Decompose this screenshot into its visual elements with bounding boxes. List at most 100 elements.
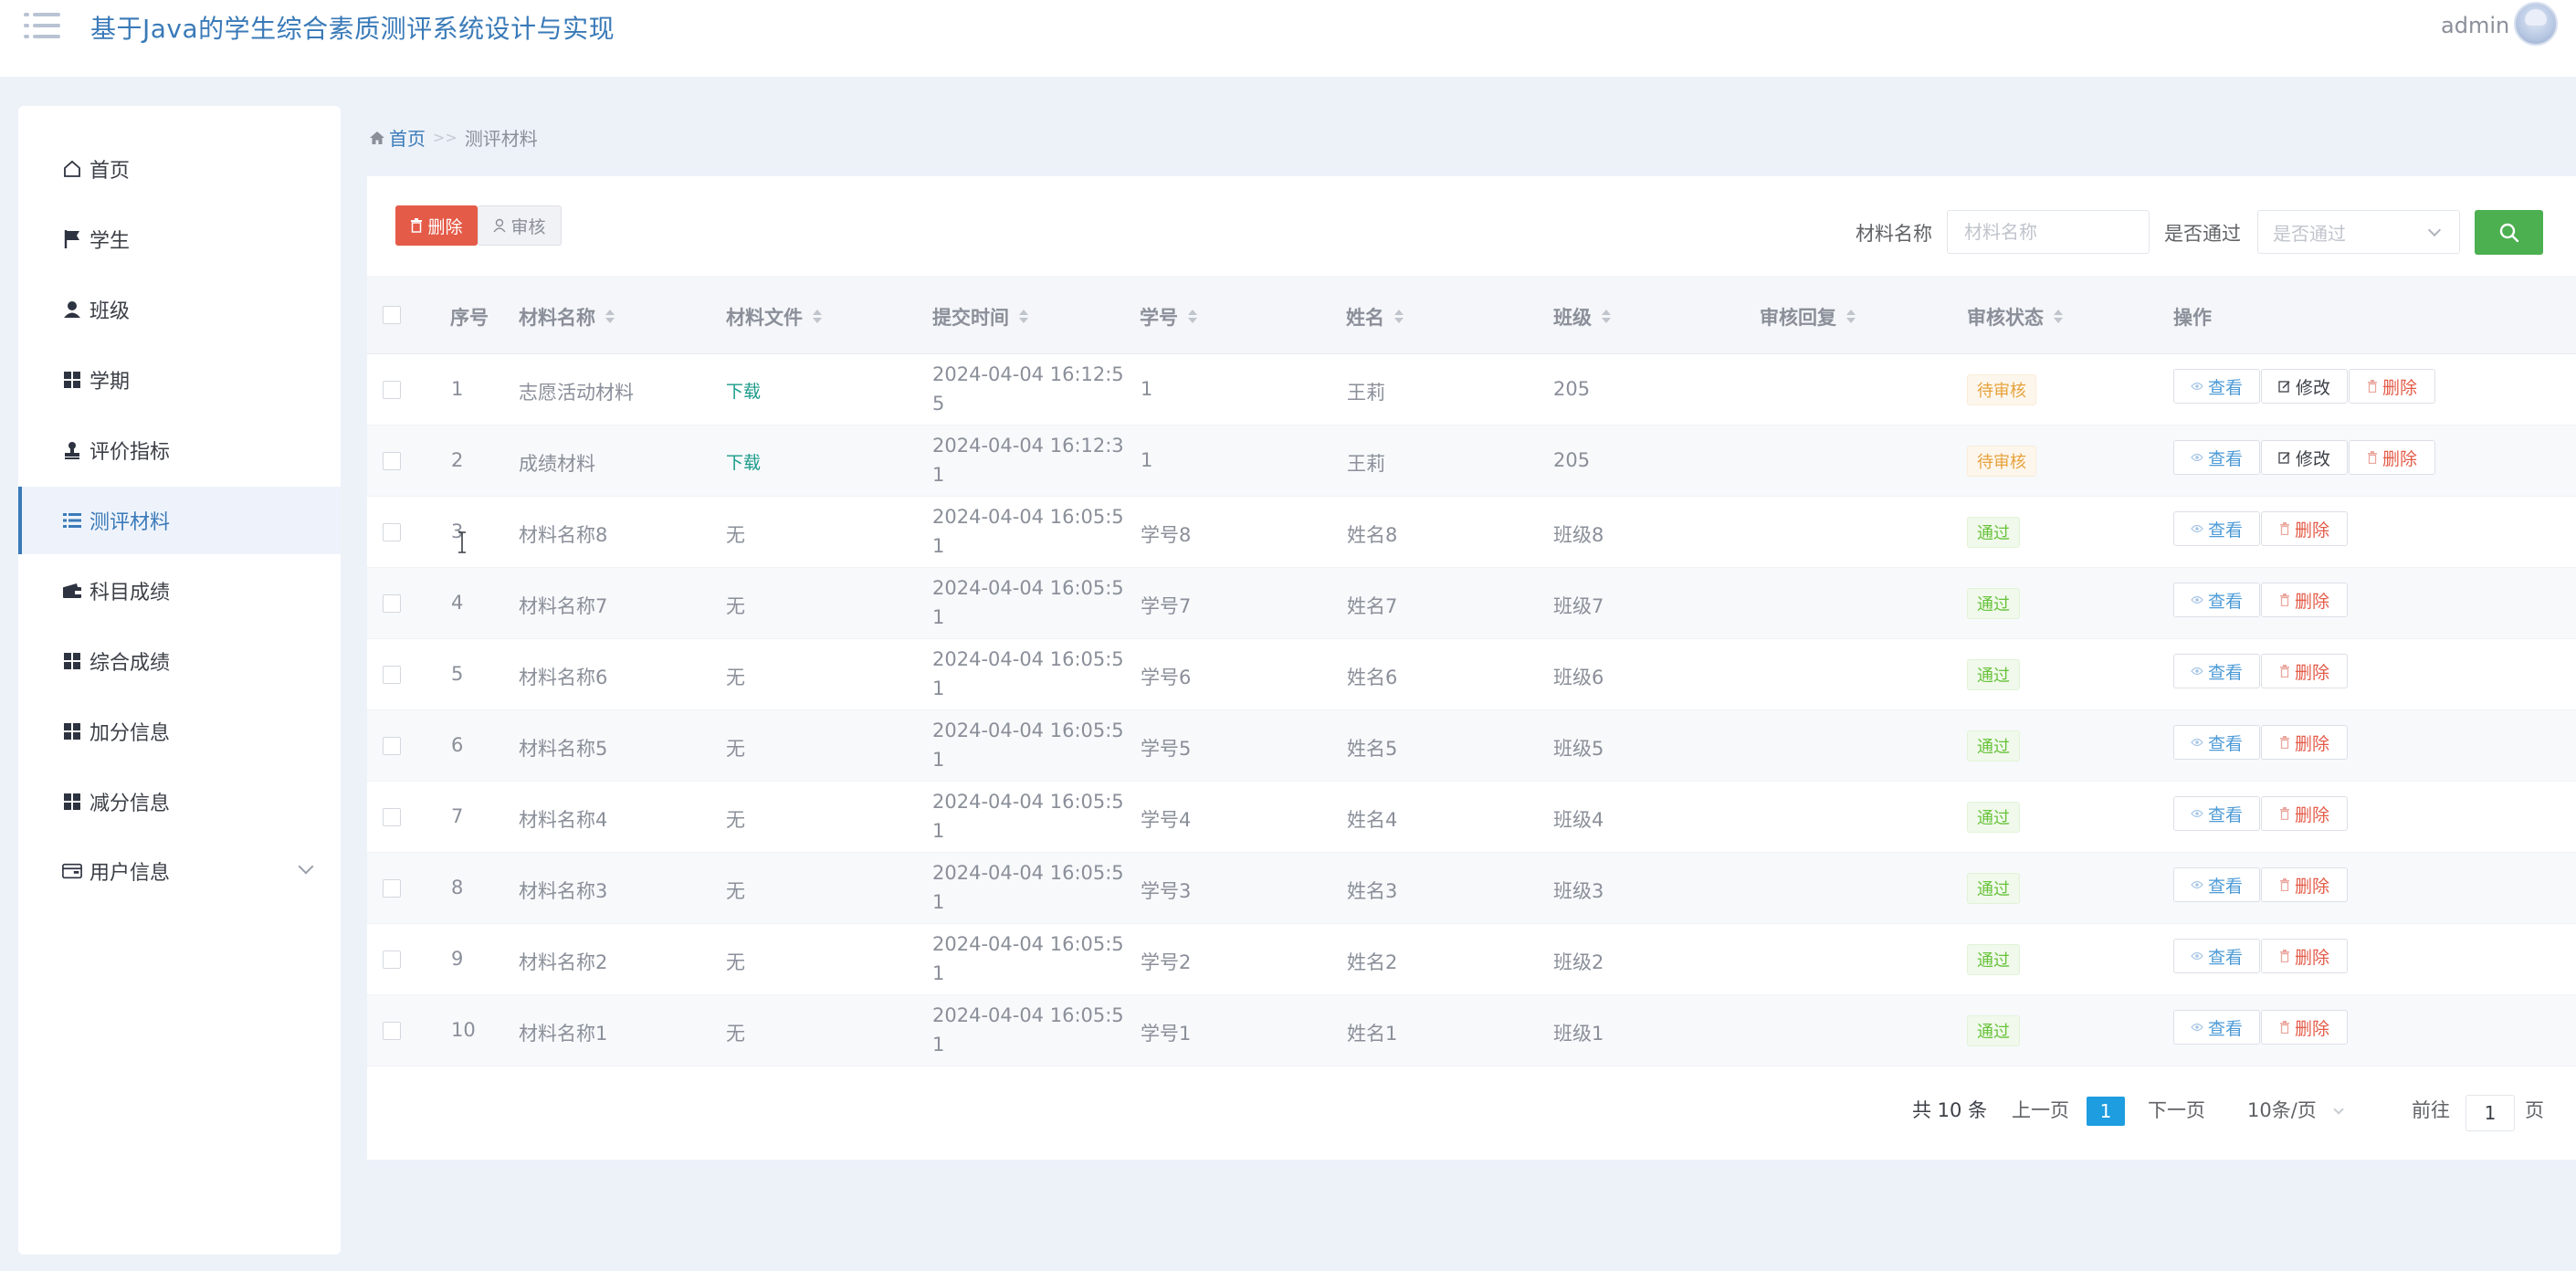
menu-toggle-icon[interactable] (24, 11, 62, 42)
user-icon (62, 299, 82, 320)
sidebar-item-indicators[interactable]: 评价指标 (18, 416, 341, 484)
sort-icon[interactable] (1845, 309, 1856, 325)
chevron-down-icon[interactable] (298, 858, 314, 875)
sidebar-item-materials[interactable]: 测评材料 (18, 487, 341, 554)
sort-icon[interactable] (2053, 309, 2064, 325)
row-checkbox[interactable] (383, 666, 401, 684)
cell-file-download-link[interactable]: 下载 (726, 382, 762, 402)
row-checkbox[interactable] (383, 381, 401, 399)
cell-time: 2024-04-04 16:12:55 (932, 363, 1124, 415)
delete-button[interactable]: 删除 (2261, 583, 2348, 617)
row-checkbox[interactable] (383, 879, 401, 898)
goto-page-input[interactable] (2466, 1095, 2515, 1131)
sidebar-item-classes[interactable]: 班级 (18, 276, 341, 343)
delete-button[interactable]: 删除 (2349, 369, 2435, 404)
sidebar-item-label: 学期 (89, 371, 131, 394)
sort-icon[interactable] (1187, 309, 1198, 325)
edit-button[interactable]: 修改 (2261, 369, 2348, 404)
cell-file: 无 (726, 595, 745, 617)
table-row: 2 成绩材料 下载 2024-04-04 16:12:31 1 王莉 205 待审核 查看 修改删… (367, 425, 2576, 497)
audit-button[interactable]: 审核 (478, 205, 562, 246)
col-student-name[interactable]: 姓名 (1346, 303, 1404, 331)
view-button[interactable]: 查看 (2173, 796, 2260, 831)
view-button[interactable]: 查看 (2173, 583, 2260, 617)
view-button[interactable]: 查看 (2173, 867, 2260, 902)
sidebar-item-bonus[interactable]: 加分信息 (18, 698, 341, 765)
avatar[interactable] (2514, 2, 2558, 46)
col-class[interactable]: 班级 (1553, 303, 1612, 331)
pagination-page-current[interactable]: 1 (2087, 1097, 2125, 1126)
select-all-checkbox[interactable] (383, 306, 401, 324)
view-button[interactable]: 查看 (2173, 725, 2260, 760)
delete-button[interactable]: 删除 (2261, 511, 2348, 546)
sort-icon[interactable] (605, 309, 615, 325)
cell-student-no: 学号2 (1141, 951, 1192, 973)
col-file[interactable]: 材料文件 (726, 303, 823, 331)
pagination-next[interactable]: 下一页 (2148, 1099, 2205, 1121)
delete-button[interactable]: 删除 (2349, 440, 2435, 475)
view-button[interactable]: 查看 (2173, 369, 2260, 404)
status-badge: 待审核 (1967, 446, 2036, 477)
edit-button[interactable]: 修改 (2261, 440, 2348, 475)
col-reply[interactable]: 审核回复 (1760, 303, 1856, 331)
sort-icon[interactable] (1601, 309, 1612, 325)
cell-file: 无 (726, 1023, 745, 1045)
cell-file-download-link[interactable]: 下载 (726, 453, 762, 473)
pass-filter-select[interactable]: 是否通过 (2257, 210, 2460, 254)
sort-icon[interactable] (812, 309, 823, 325)
sidebar-item-semesters[interactable]: 学期 (18, 346, 341, 414)
bulk-delete-button[interactable]: 删除 (395, 205, 478, 246)
delete-button[interactable]: 删除 (2261, 867, 2348, 902)
eye-icon (2191, 809, 2203, 818)
user-name[interactable]: admin (2441, 13, 2510, 38)
cell-class: 205 (1553, 449, 1591, 471)
cell-name: 材料名称8 (519, 524, 608, 546)
row-checkbox[interactable] (383, 523, 401, 541)
pagination-prev[interactable]: 上一页 (2012, 1099, 2069, 1121)
sidebar-item-overall-scores[interactable]: 综合成绩 (18, 627, 341, 695)
view-button[interactable]: 查看 (2173, 440, 2260, 475)
sidebar-item-label: 测评材料 (89, 511, 171, 534)
view-button[interactable]: 查看 (2173, 654, 2260, 688)
cell-time: 2024-04-04 16:05:51 (932, 506, 1124, 557)
col-time[interactable]: 提交时间 (932, 303, 1029, 331)
row-checkbox[interactable] (383, 737, 401, 755)
row-checkbox[interactable] (383, 452, 401, 470)
row-checkbox[interactable] (383, 951, 401, 969)
sort-icon[interactable] (1393, 309, 1404, 325)
view-button[interactable]: 查看 (2173, 939, 2260, 973)
delete-button[interactable]: 删除 (2261, 939, 2348, 973)
view-button[interactable]: 查看 (2173, 511, 2260, 546)
cell-name: 材料名称6 (519, 667, 608, 688)
material-name-input[interactable] (1947, 210, 2150, 254)
grid-icon (62, 721, 82, 741)
sidebar-item-deduction[interactable]: 减分信息 (18, 768, 341, 835)
col-student-no[interactable]: 学号 (1140, 303, 1198, 331)
sidebar-item-students[interactable]: 学生 (18, 205, 341, 273)
cell-time: 2024-04-04 16:05:51 (932, 791, 1124, 842)
row-checkbox[interactable] (383, 1022, 401, 1040)
breadcrumb-home[interactable]: 首页 (369, 124, 426, 151)
row-checkbox[interactable] (383, 808, 401, 826)
cell-name: 志愿活动材料 (519, 382, 634, 404)
row-checkbox[interactable] (383, 594, 401, 613)
delete-button[interactable]: 删除 (2261, 725, 2348, 760)
sidebar-item-user-info[interactable]: 用户信息 (18, 837, 341, 905)
page-size-select[interactable]: 10条/页 (2247, 1099, 2317, 1121)
cell-student-no: 1 (1141, 449, 1153, 471)
delete-button[interactable]: 删除 (2261, 654, 2348, 688)
search-button[interactable] (2475, 210, 2543, 255)
col-name[interactable]: 材料名称 (519, 303, 615, 331)
delete-button[interactable]: 删除 (2261, 1010, 2348, 1045)
eye-icon (2191, 524, 2203, 533)
breadcrumb-current: 测评材料 (464, 128, 538, 150)
sidebar-item-subject-scores[interactable]: 科目成绩 (18, 557, 341, 625)
view-button[interactable]: 查看 (2173, 1010, 2260, 1045)
trash-icon (2367, 451, 2377, 464)
col-status[interactable]: 审核状态 (1967, 303, 2064, 331)
cell-index: 9 (451, 948, 464, 970)
sort-icon[interactable] (1018, 309, 1029, 325)
cell-student-name: 姓名7 (1347, 595, 1398, 617)
delete-button[interactable]: 删除 (2261, 796, 2348, 831)
sidebar-item-home[interactable]: 首页 (18, 135, 341, 203)
